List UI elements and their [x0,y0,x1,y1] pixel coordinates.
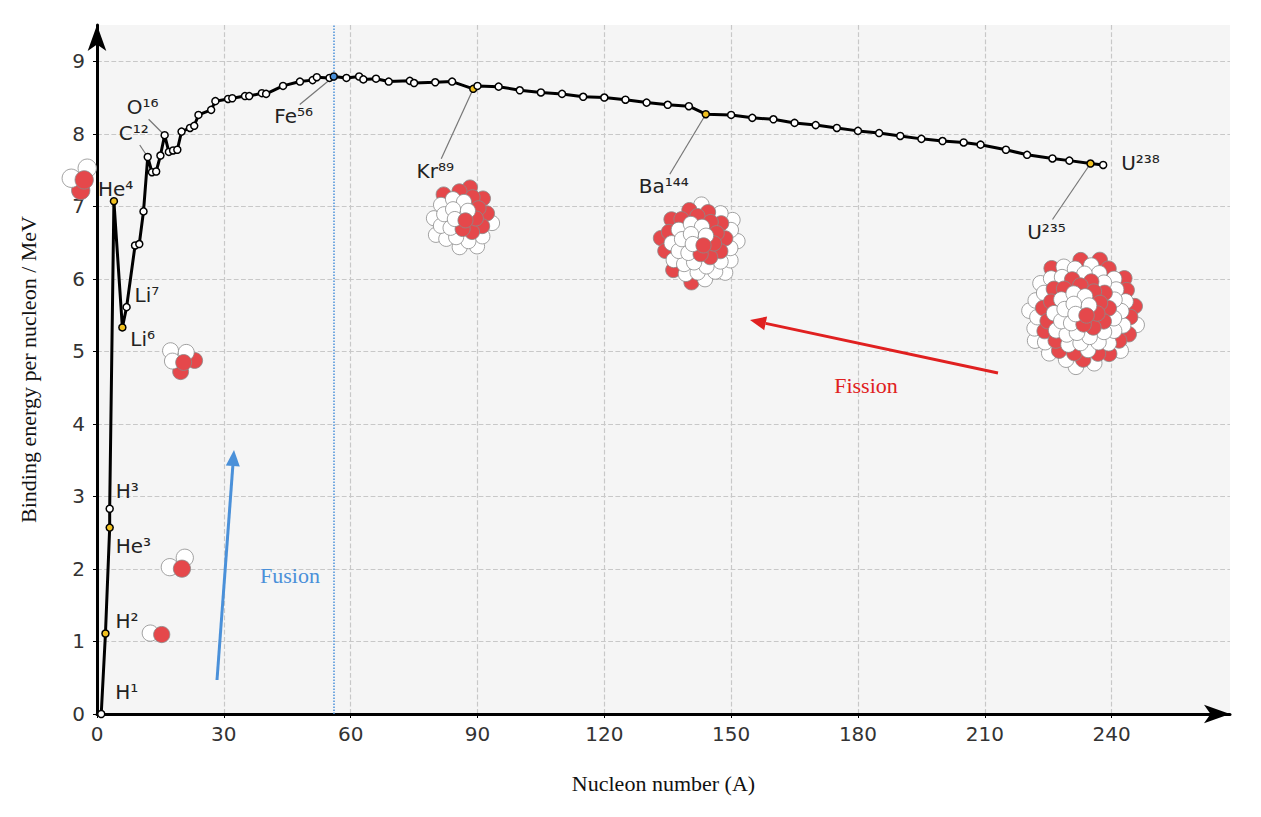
svg-text:0: 0 [72,702,85,726]
svg-text:240: 240 [1093,722,1131,746]
svg-text:60: 60 [338,722,363,746]
svg-text:U²³⁵: U²³⁵ [1027,220,1066,244]
svg-text:7: 7 [72,194,85,219]
svg-text:O¹⁶: O¹⁶ [127,95,159,119]
svg-text:H¹: H¹ [115,680,138,704]
svg-text:4: 4 [72,412,85,436]
svg-text:Li⁷: Li⁷ [135,283,160,307]
svg-text:Binding energy per nucleon / M: Binding energy per nucleon / MeV [16,216,41,523]
svg-text:He³: He³ [116,534,151,558]
svg-text:Fusion: Fusion [260,563,320,588]
svg-text:30: 30 [211,722,236,746]
svg-text:120: 120 [585,722,623,746]
svg-text:Kr⁸⁹: Kr⁸⁹ [417,159,454,183]
svg-text:He⁴: He⁴ [98,177,133,201]
svg-text:C¹²: C¹² [119,121,149,145]
svg-text:1: 1 [72,629,85,653]
svg-text:Ba¹⁴⁴: Ba¹⁴⁴ [639,174,689,198]
svg-text:2: 2 [72,557,85,581]
svg-text:90: 90 [465,722,490,746]
svg-text:Fe⁵⁶: Fe⁵⁶ [274,104,313,128]
svg-text:Fission: Fission [834,373,898,398]
svg-text:210: 210 [966,722,1004,746]
svg-text:Nucleon number (A): Nucleon number (A) [572,771,755,796]
svg-text:180: 180 [839,722,877,746]
svg-text:150: 150 [712,722,750,746]
svg-text:0: 0 [91,722,104,746]
svg-text:U²³⁸: U²³⁸ [1121,151,1160,175]
svg-text:3: 3 [72,484,85,508]
svg-text:H²: H² [115,609,138,633]
svg-text:Li⁶: Li⁶ [130,327,155,351]
svg-text:9: 9 [72,49,85,73]
svg-text:H³: H³ [116,479,139,503]
svg-text:6: 6 [72,267,85,291]
svg-text:8: 8 [72,122,85,146]
svg-text:5: 5 [72,339,85,363]
